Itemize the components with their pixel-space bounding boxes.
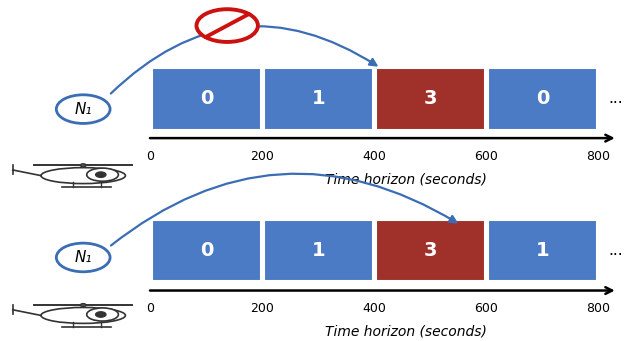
Circle shape [81,164,86,167]
Circle shape [95,172,106,178]
Text: 0: 0 [147,150,154,163]
Ellipse shape [41,308,125,323]
Text: 1: 1 [312,241,325,260]
Text: 400: 400 [362,150,387,163]
Text: ...: ... [608,243,623,258]
Text: Time horizon (seconds): Time horizon (seconds) [326,172,487,186]
Text: 1: 1 [536,241,549,260]
FancyBboxPatch shape [376,220,485,281]
Ellipse shape [87,168,118,181]
Text: 200: 200 [250,150,275,163]
Ellipse shape [87,308,118,321]
Text: Time horizon (seconds): Time horizon (seconds) [326,325,487,339]
FancyBboxPatch shape [264,220,373,281]
Text: 800: 800 [586,150,611,163]
Text: ...: ... [608,91,623,106]
FancyBboxPatch shape [488,68,597,130]
Text: 200: 200 [250,302,275,315]
FancyBboxPatch shape [264,68,373,130]
Text: 0: 0 [536,89,549,108]
Text: 0: 0 [200,241,213,260]
Circle shape [95,312,106,317]
Ellipse shape [41,168,125,183]
Text: 0: 0 [200,89,213,108]
Text: N₁: N₁ [74,102,92,117]
Circle shape [56,95,110,123]
Circle shape [196,9,258,42]
Text: N₁: N₁ [74,250,92,265]
FancyBboxPatch shape [152,68,261,130]
FancyBboxPatch shape [376,68,485,130]
Text: 600: 600 [474,150,499,163]
Text: 3: 3 [424,241,437,260]
Text: 400: 400 [362,302,387,315]
FancyBboxPatch shape [488,220,597,281]
Circle shape [81,303,86,307]
Text: 0: 0 [147,302,154,315]
FancyArrowPatch shape [111,26,376,93]
Circle shape [56,243,110,272]
FancyArrow shape [116,174,120,177]
Text: 3: 3 [424,89,437,108]
Text: 1: 1 [312,89,325,108]
FancyArrowPatch shape [111,174,456,246]
FancyArrow shape [116,314,120,317]
Text: 600: 600 [474,302,499,315]
FancyBboxPatch shape [152,220,261,281]
Text: 800: 800 [586,302,611,315]
